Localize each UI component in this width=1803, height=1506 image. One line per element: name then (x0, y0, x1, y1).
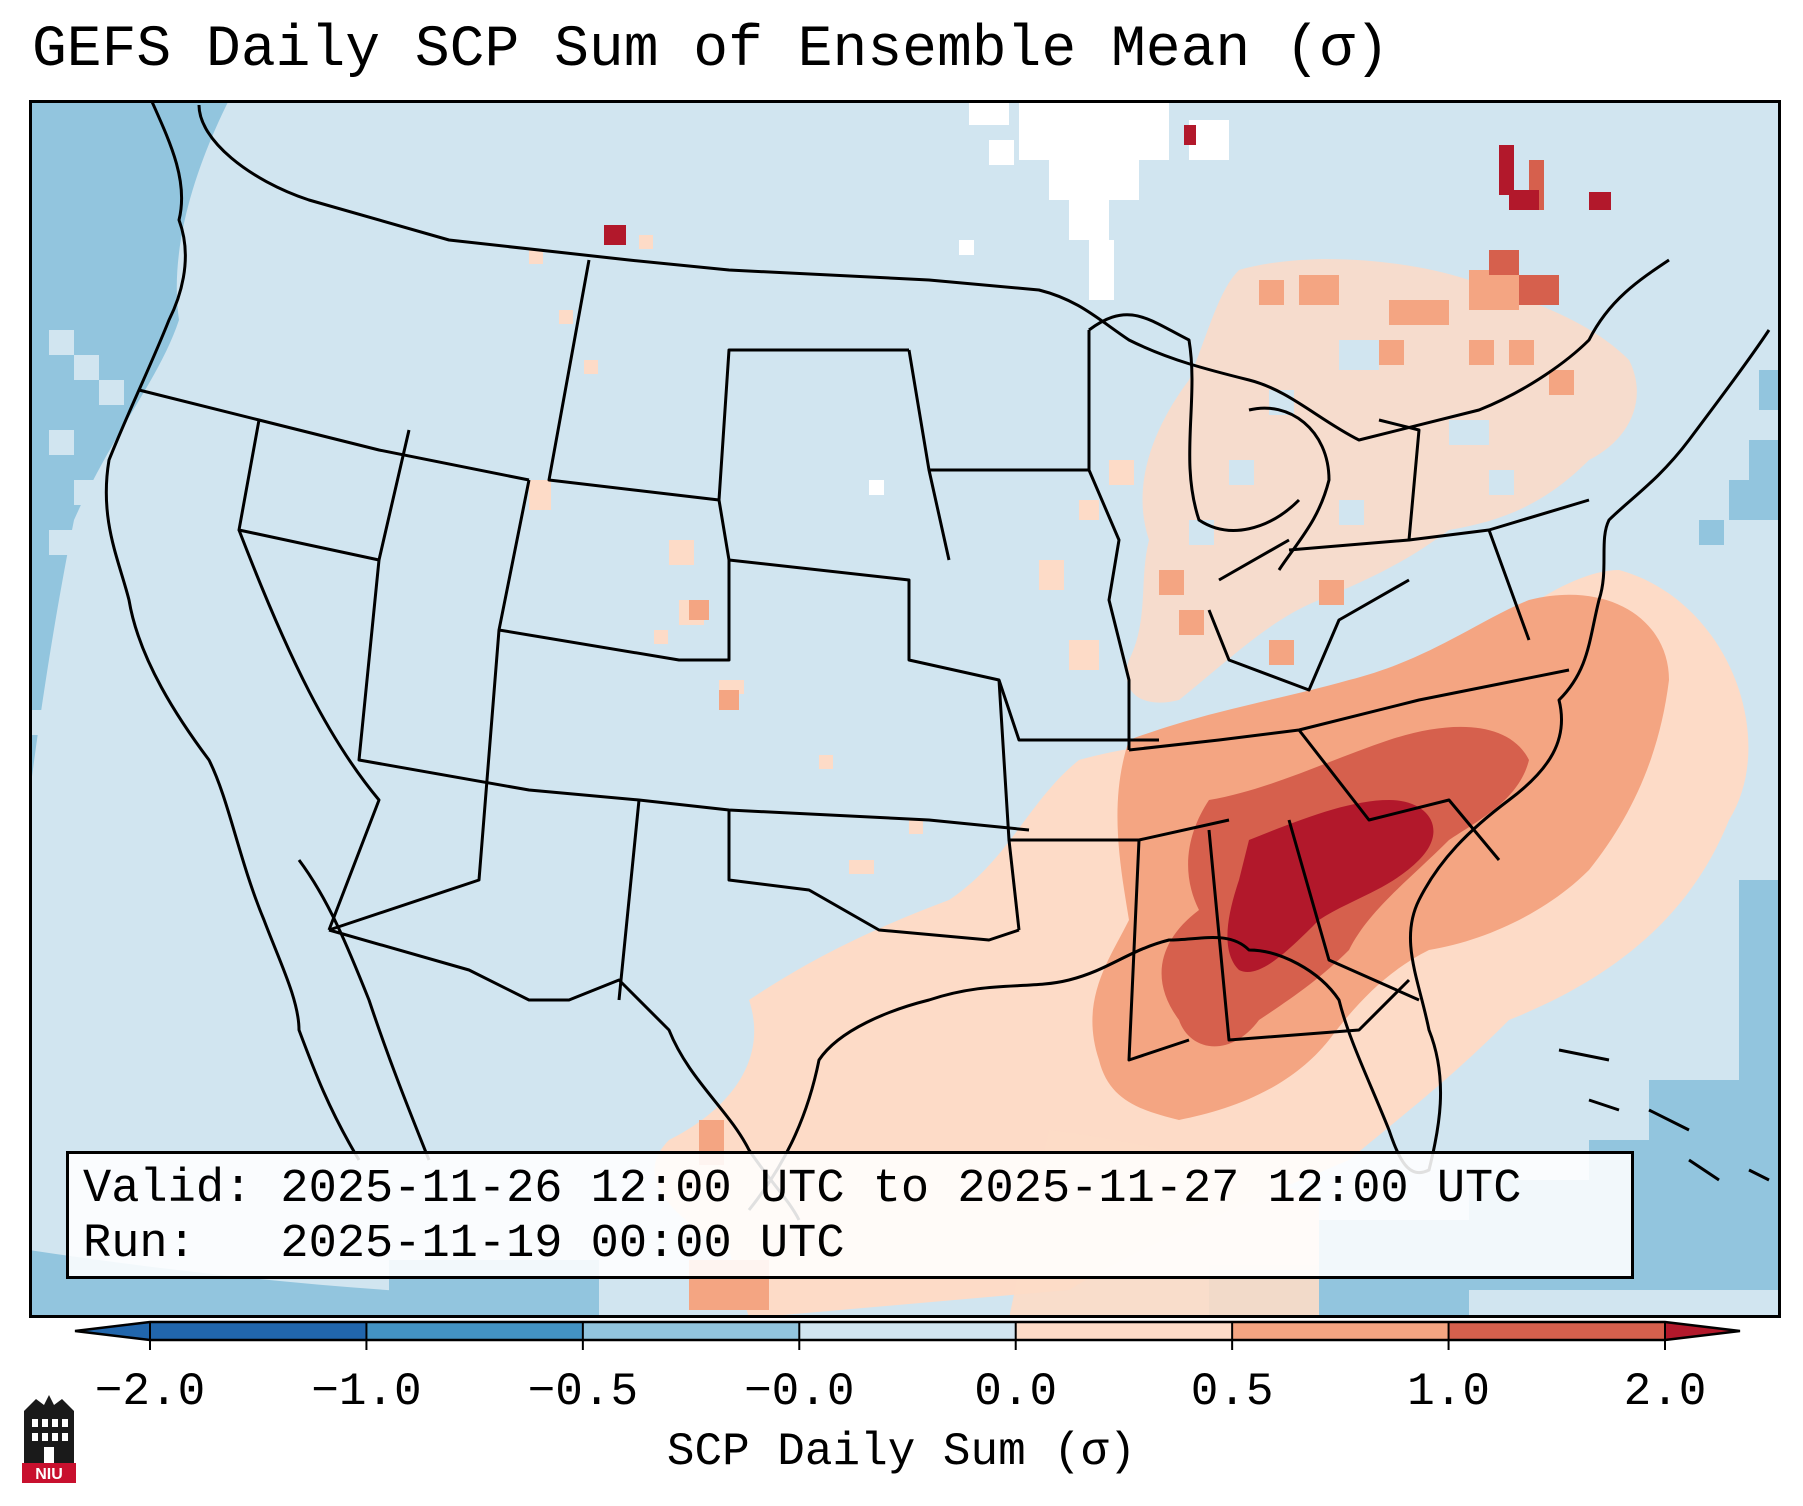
colorbar-bin (366, 1322, 584, 1340)
colorbar-label: SCP Daily Sum (σ) (666, 1426, 1137, 1478)
niu-logo: NIU (22, 1395, 76, 1483)
atlantic-blue-patches (1699, 370, 1781, 1140)
colorbar-tick-label: 0.5 (1190, 1366, 1274, 1418)
logo-text: NIU (35, 1466, 63, 1483)
missing-data-patches (869, 100, 1229, 495)
colorbar-tick-label: −0.5 (527, 1366, 639, 1418)
colorbar-tick-label: 0.0 (974, 1366, 1058, 1418)
colorbar-tick-label: −2.0 (94, 1366, 206, 1418)
pacific-speckles (29, 330, 149, 735)
colorbar-tick-label: 2.0 (1623, 1366, 1707, 1418)
colorbar-bin (1232, 1322, 1450, 1340)
caribbean-islands (1558, 1048, 1770, 1182)
map-frame (29, 100, 1781, 1318)
colorbar-tick-label: −0.0 (744, 1366, 855, 1418)
colorbar-tick-label: 1.0 (1407, 1366, 1490, 1418)
canada-border (197, 104, 1670, 442)
map-title: GEFS Daily SCP Sum of Ensemble Mean (σ) (32, 18, 1390, 83)
valid-time-line: Valid: 2025-11-26 12:00 UTC to 2025-11-2… (83, 1163, 1522, 1216)
map-panel (29, 100, 1781, 1318)
colorbar-tick-label: −1.0 (311, 1366, 422, 1418)
west-coast-line (104, 100, 361, 1161)
map-borders (104, 100, 1771, 1221)
pacific-ocean-field (29, 100, 229, 800)
colorbar-bin (1448, 1322, 1666, 1340)
colorbar-bin (150, 1322, 367, 1340)
colorbar-bin (799, 1322, 1017, 1340)
colorbar-extend-high (1665, 1322, 1740, 1340)
colorbar-bin (1015, 1322, 1233, 1340)
colorbar-extend-low (75, 1322, 150, 1340)
run-time-line: Run: 2025-11-19 00:00 UTC (83, 1218, 845, 1271)
valid-run-info-box: Valid: 2025-11-26 12:00 UTC to 2025-11-2… (66, 1151, 1634, 1279)
baja-line (297, 859, 431, 1161)
colorbar (74, 1320, 1741, 1350)
colorbar-bin (582, 1322, 800, 1340)
